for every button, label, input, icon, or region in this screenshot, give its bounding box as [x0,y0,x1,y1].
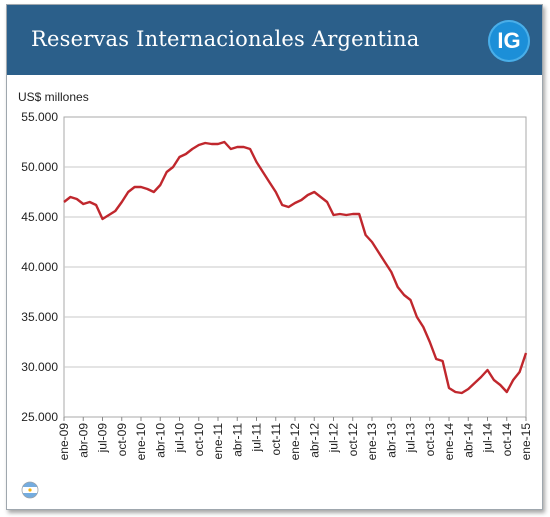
x-tick-label: ene-13 [365,423,379,461]
x-tick-label: jul-11 [250,423,264,453]
y-tick-label: 55.000 [21,110,58,124]
y-tick-label: 35.000 [21,310,58,324]
series-line [63,140,528,395]
x-tick-label: ene-14 [442,423,456,461]
y-tick-label: 30.000 [21,360,58,374]
chart-card: Reservas Internacionales Argentina IG US… [6,4,543,510]
x-tick-label: ene-15 [519,423,533,461]
y-tick-label: 50.000 [21,160,58,174]
x-tick-label: oct-14 [500,423,514,457]
x-tick-label: jul-13 [404,423,418,454]
argentina-flag-icon [21,481,39,499]
page-title: Reservas Internacionales Argentina [31,27,420,51]
x-tick-label: oct-09 [115,423,129,457]
x-tick-label: ene-11 [211,423,225,460]
x-tick-label: jul-14 [481,423,495,454]
x-tick-label: abr-12 [307,423,321,458]
x-tick-label: abr-10 [153,423,167,458]
x-tick-label: ene-12 [288,423,302,461]
x-tick-label: oct-10 [192,423,206,457]
x-tick-label: abr-13 [384,423,398,458]
header-bar: Reservas Internacionales Argentina IG [7,5,542,75]
y-tick-label: 45.000 [21,210,58,224]
x-tick-label: oct-13 [423,423,437,457]
x-tick-label: abr-14 [461,423,475,458]
x-tick-label: oct-11 [269,423,283,456]
y-tick-label: 40.000 [21,260,58,274]
x-tick-label: oct-12 [346,423,360,457]
y-axis-label: US$ millones [18,90,89,104]
x-tick-label: ene-09 [57,423,71,461]
x-tick-label: abr-09 [76,423,90,458]
x-tick-label: jul-09 [96,423,110,454]
y-tick-label: 25.000 [21,410,58,424]
x-tick-label: jul-12 [327,423,341,454]
line-chart: US$ millones 25.000 30.000 35.000 40.000 45.0… [18,90,533,461]
x-tick-label: jul-10 [173,423,187,454]
ig-logo-icon: IG [488,20,530,62]
x-tick-label: ene-10 [134,423,148,461]
x-tick-label: abr-11 [230,423,244,457]
